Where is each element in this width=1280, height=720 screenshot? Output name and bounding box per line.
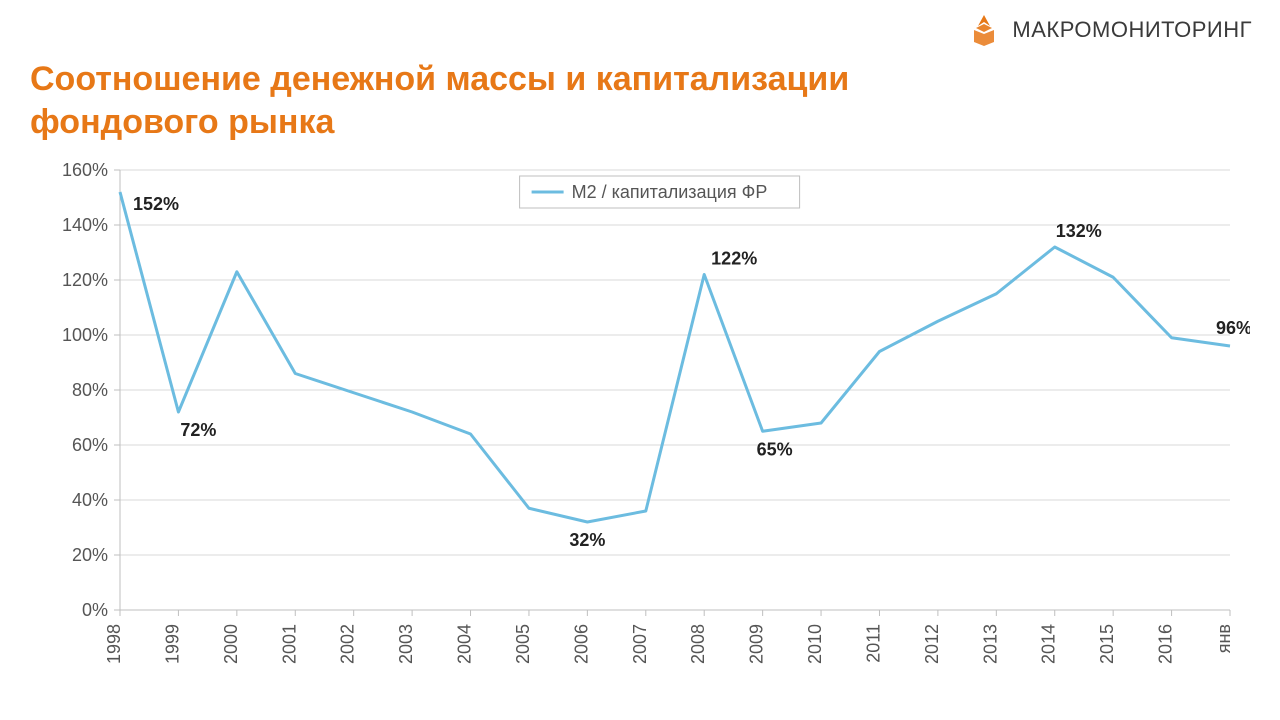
y-tick-label: 80% bbox=[72, 380, 108, 400]
x-tick-label: 2010 bbox=[805, 624, 825, 664]
x-tick-label: 2016 bbox=[1156, 624, 1176, 664]
data-point-label: 122% bbox=[711, 249, 757, 269]
y-tick-label: 60% bbox=[72, 435, 108, 455]
legend-label: М2 / капитализация ФР bbox=[572, 182, 768, 202]
y-tick-label: 0% bbox=[82, 600, 108, 620]
x-tick-label: 2012 bbox=[922, 624, 942, 664]
line-chart: 0% 20% 40% 60% 80% 100% 120% 140% 160% 1998 1999 20… bbox=[30, 160, 1250, 700]
y-tick-label: 40% bbox=[72, 490, 108, 510]
x-tick-label: 2011 bbox=[863, 624, 883, 663]
data-line bbox=[120, 192, 1230, 522]
y-tick-label: 160% bbox=[62, 160, 108, 180]
x-tick-label: 2014 bbox=[1039, 624, 1059, 664]
x-tick-label: 1999 bbox=[162, 624, 182, 664]
x-tick-label: 2002 bbox=[338, 624, 358, 664]
data-point-label: 132% bbox=[1056, 221, 1102, 241]
x-tick-label: 2005 bbox=[513, 624, 533, 664]
x-tick-label: 2007 bbox=[630, 624, 650, 664]
brand-logo: МАКРОМОНИТОРИНГ bbox=[966, 12, 1252, 48]
x-tick-label: 2015 bbox=[1097, 624, 1117, 664]
data-point-label: 96% bbox=[1216, 318, 1250, 338]
y-tick-label: 100% bbox=[62, 325, 108, 345]
y-tick-label: 120% bbox=[62, 270, 108, 290]
x-tick-label: 2003 bbox=[396, 624, 416, 664]
data-point-label: 152% bbox=[133, 194, 179, 214]
data-point-label: 72% bbox=[180, 420, 216, 440]
x-tick-label: 2013 bbox=[980, 624, 1000, 664]
chart-title: Соотношение денежной массы и капитализац… bbox=[30, 58, 930, 143]
y-tick-label: 140% bbox=[62, 215, 108, 235]
brand-logo-icon bbox=[966, 12, 1002, 48]
chart-svg: 0% 20% 40% 60% 80% 100% 120% 140% 160% 1998 1999 20… bbox=[30, 160, 1250, 700]
y-tick-label: 20% bbox=[72, 545, 108, 565]
x-tick-label: 2006 bbox=[571, 624, 591, 664]
x-tick-label: 1998 bbox=[104, 624, 124, 664]
x-tick-label: 2000 bbox=[221, 624, 241, 664]
x-tick-label: 2001 bbox=[279, 624, 299, 664]
x-tick-label: 2009 bbox=[747, 624, 767, 664]
brand-name: МАКРОМОНИТОРИНГ bbox=[1012, 17, 1252, 43]
data-point-label: 32% bbox=[569, 530, 605, 550]
x-tick-label: 2008 bbox=[688, 624, 708, 664]
x-tick-label: 2004 bbox=[455, 624, 475, 664]
x-tick-label: янв bbox=[1214, 624, 1234, 653]
data-point-label: 65% bbox=[757, 439, 793, 459]
